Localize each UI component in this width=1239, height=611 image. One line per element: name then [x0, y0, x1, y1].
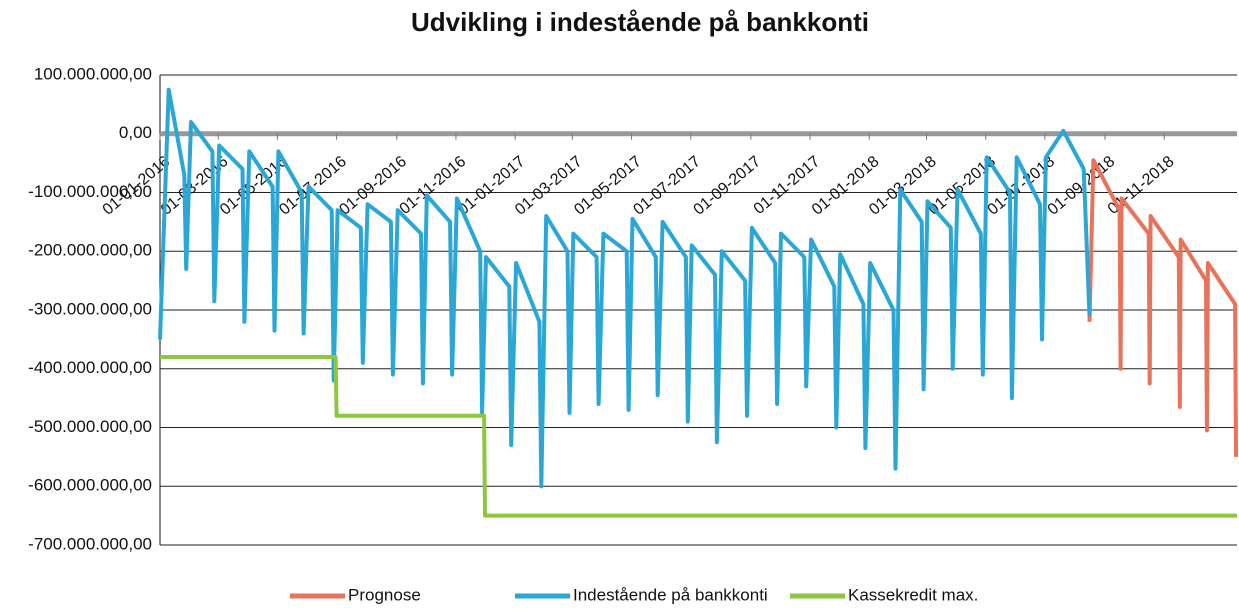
y-tick-label: -200.000.000,00 [28, 241, 152, 260]
x-tick-label: 01-11-2018 [1105, 153, 1178, 218]
y-tick-label: -400.000.000,00 [28, 358, 152, 377]
y-tick-label: -700.000.000,00 [28, 534, 152, 553]
series-line [1087, 158, 1238, 457]
chart-title: Udvikling i indestående på bankkonti [411, 7, 869, 37]
legend-label: Indestående på bankkonti [573, 585, 768, 604]
y-tick-label: -300.000.000,00 [28, 299, 152, 318]
series-line [160, 355, 1237, 518]
series-line [158, 87, 1092, 489]
y-tick-label: -500.000.000,00 [28, 417, 152, 436]
y-tick-label: 100.000.000,00 [34, 64, 152, 83]
y-tick-label: -600.000.000,00 [28, 476, 152, 495]
y-tick-label: 0,00 [119, 123, 152, 142]
legend-label: Kassekredit max. [848, 585, 978, 604]
legend-label: Prognose [348, 585, 421, 604]
y-tick-label: -100.000.000,00 [28, 182, 152, 201]
